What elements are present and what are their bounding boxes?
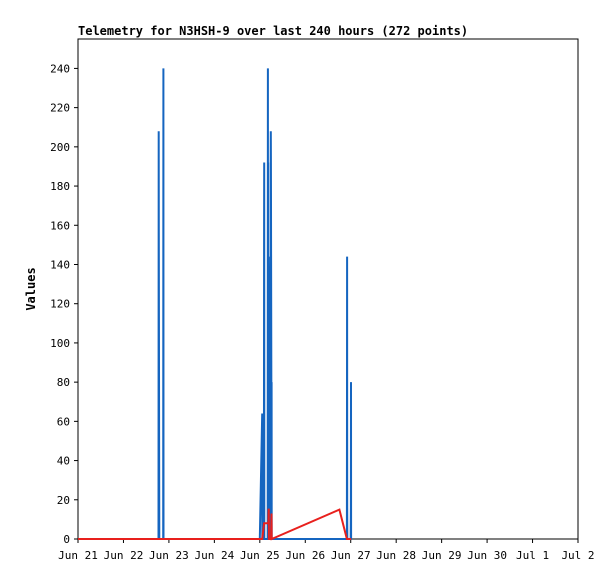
y-tick-label: 120	[50, 298, 70, 311]
y-tick-label: 200	[50, 141, 70, 154]
x-tick-label: Jun 27	[331, 549, 371, 562]
y-tick-label: 60	[57, 415, 70, 428]
plot-area	[77, 38, 579, 540]
x-tick-label: Jun 21	[58, 549, 98, 562]
y-tick-label: 100	[50, 337, 70, 350]
y-axis-label: Values	[24, 267, 38, 310]
y-tick-label: 240	[50, 62, 70, 75]
y-tick-label: 220	[50, 102, 70, 115]
y-tick-label: 140	[50, 258, 70, 271]
x-tick-label: Jun 29	[422, 549, 462, 562]
x-tick-label: Jun 23	[149, 549, 189, 562]
x-tick-label: Jun 28	[376, 549, 416, 562]
y-axis: 0 20 40 60 80 100 120 140 160 180 200 220 240	[50, 62, 78, 546]
x-axis: Jun 21 Jun 22 Jun 23 Jun 24 Jun 25 Jun 26 Jun …	[58, 539, 595, 562]
y-tick-label: 80	[57, 376, 70, 389]
y-tick-label: 0	[63, 533, 70, 546]
series-line-2	[78, 508, 352, 541]
y-tick-label: 20	[57, 494, 70, 507]
x-tick-label: Jul 2	[561, 549, 594, 562]
x-tick-label: Jul 1	[516, 549, 549, 562]
x-tick-label: Jun 24	[194, 549, 234, 562]
x-tick-label: Jun 25	[240, 549, 280, 562]
x-tick-label: Jun 22	[104, 549, 144, 562]
y-tick-label: 40	[57, 455, 70, 468]
x-tick-label: Jun 30	[467, 549, 507, 562]
y-tick-label: 160	[50, 219, 70, 232]
chart-title: Telemetry for N3HSH-9 over last 240 hour…	[78, 24, 468, 38]
x-tick-label: Jun 26	[285, 549, 325, 562]
series-line-1	[78, 68, 353, 540]
y-tick-label: 180	[50, 180, 70, 193]
series-group	[78, 68, 353, 541]
